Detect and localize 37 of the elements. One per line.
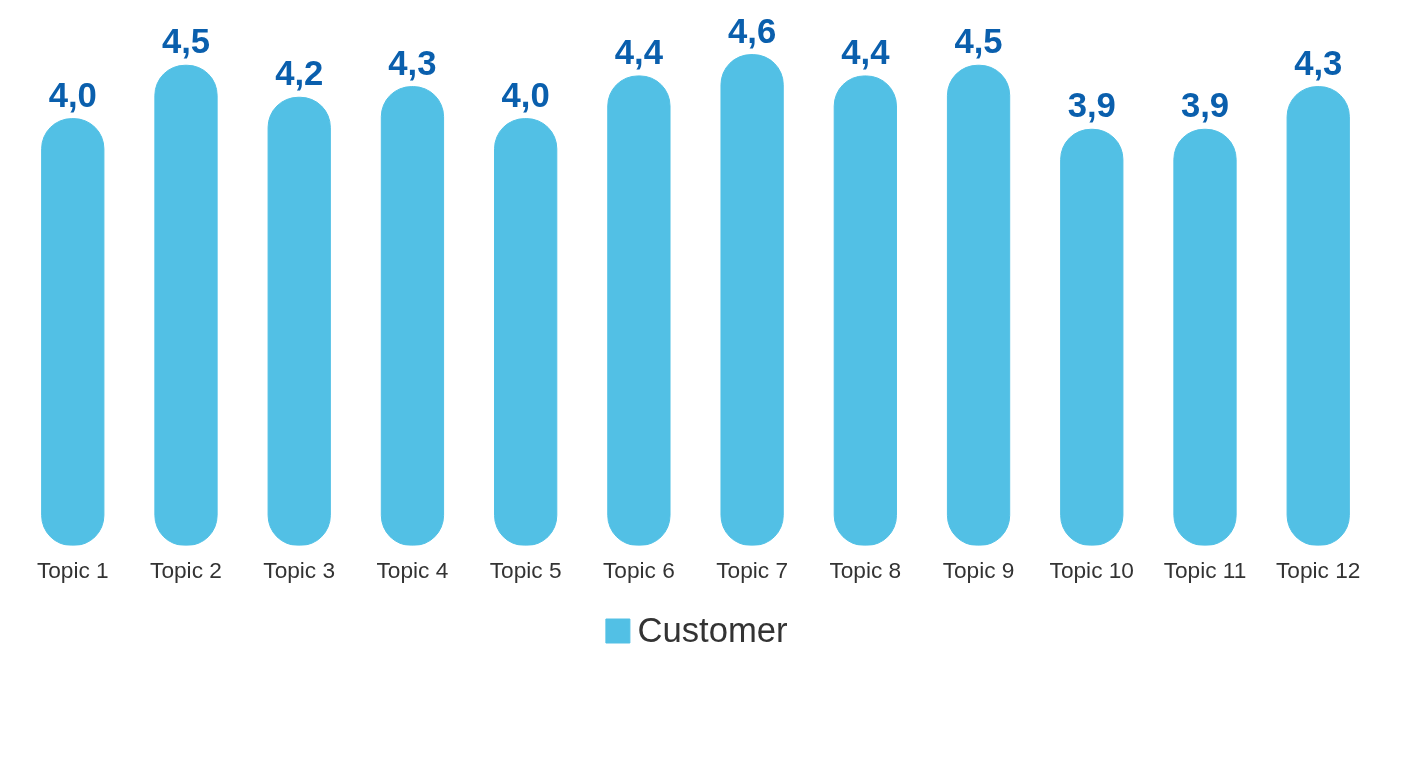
x-tick-label: Topic 10 <box>1049 556 1134 583</box>
data-label: 3,9 <box>1067 86 1116 125</box>
x-tick-label: Topic 2 <box>150 556 222 583</box>
legend-label: Customer <box>637 610 788 650</box>
data-label: 4,0 <box>48 75 97 114</box>
bar <box>1060 128 1124 546</box>
x-tick-label: Topic 7 <box>716 556 789 583</box>
x-tick-label: Topic 4 <box>376 556 449 583</box>
bar <box>946 64 1011 546</box>
data-label: 4,3 <box>388 43 437 82</box>
x-tick-label: Topic 8 <box>829 556 902 583</box>
bar <box>41 118 105 546</box>
bar <box>607 75 671 546</box>
data-label: 4,2 <box>275 54 324 93</box>
data-label: 4,0 <box>501 75 550 114</box>
x-tick-label: Topic 3 <box>263 556 336 583</box>
data-label: 4,5 <box>161 22 211 61</box>
bar <box>1173 128 1237 546</box>
data-label: 4,4 <box>841 32 891 71</box>
bar <box>380 86 445 546</box>
data-label: 4,6 <box>728 11 777 50</box>
x-tick-label: Topic 6 <box>603 556 675 583</box>
bar <box>154 64 218 546</box>
data-label: 3,9 <box>1180 86 1230 125</box>
x-tick-label: Topic 11 <box>1163 556 1247 583</box>
x-tick-label: Topic 12 <box>1276 556 1361 583</box>
x-tick-label: Topic 5 <box>489 556 562 583</box>
bar <box>833 75 897 546</box>
bar <box>267 96 331 546</box>
bar <box>1286 86 1350 546</box>
x-tick-label: Topic 1 <box>36 556 109 583</box>
data-label: 4,5 <box>954 22 1003 61</box>
bar <box>494 118 558 546</box>
data-label: 4,4 <box>614 32 664 71</box>
data-label: 4,3 <box>1294 43 1343 82</box>
x-tick-label: Topic 9 <box>942 556 1015 583</box>
bar <box>720 54 784 546</box>
